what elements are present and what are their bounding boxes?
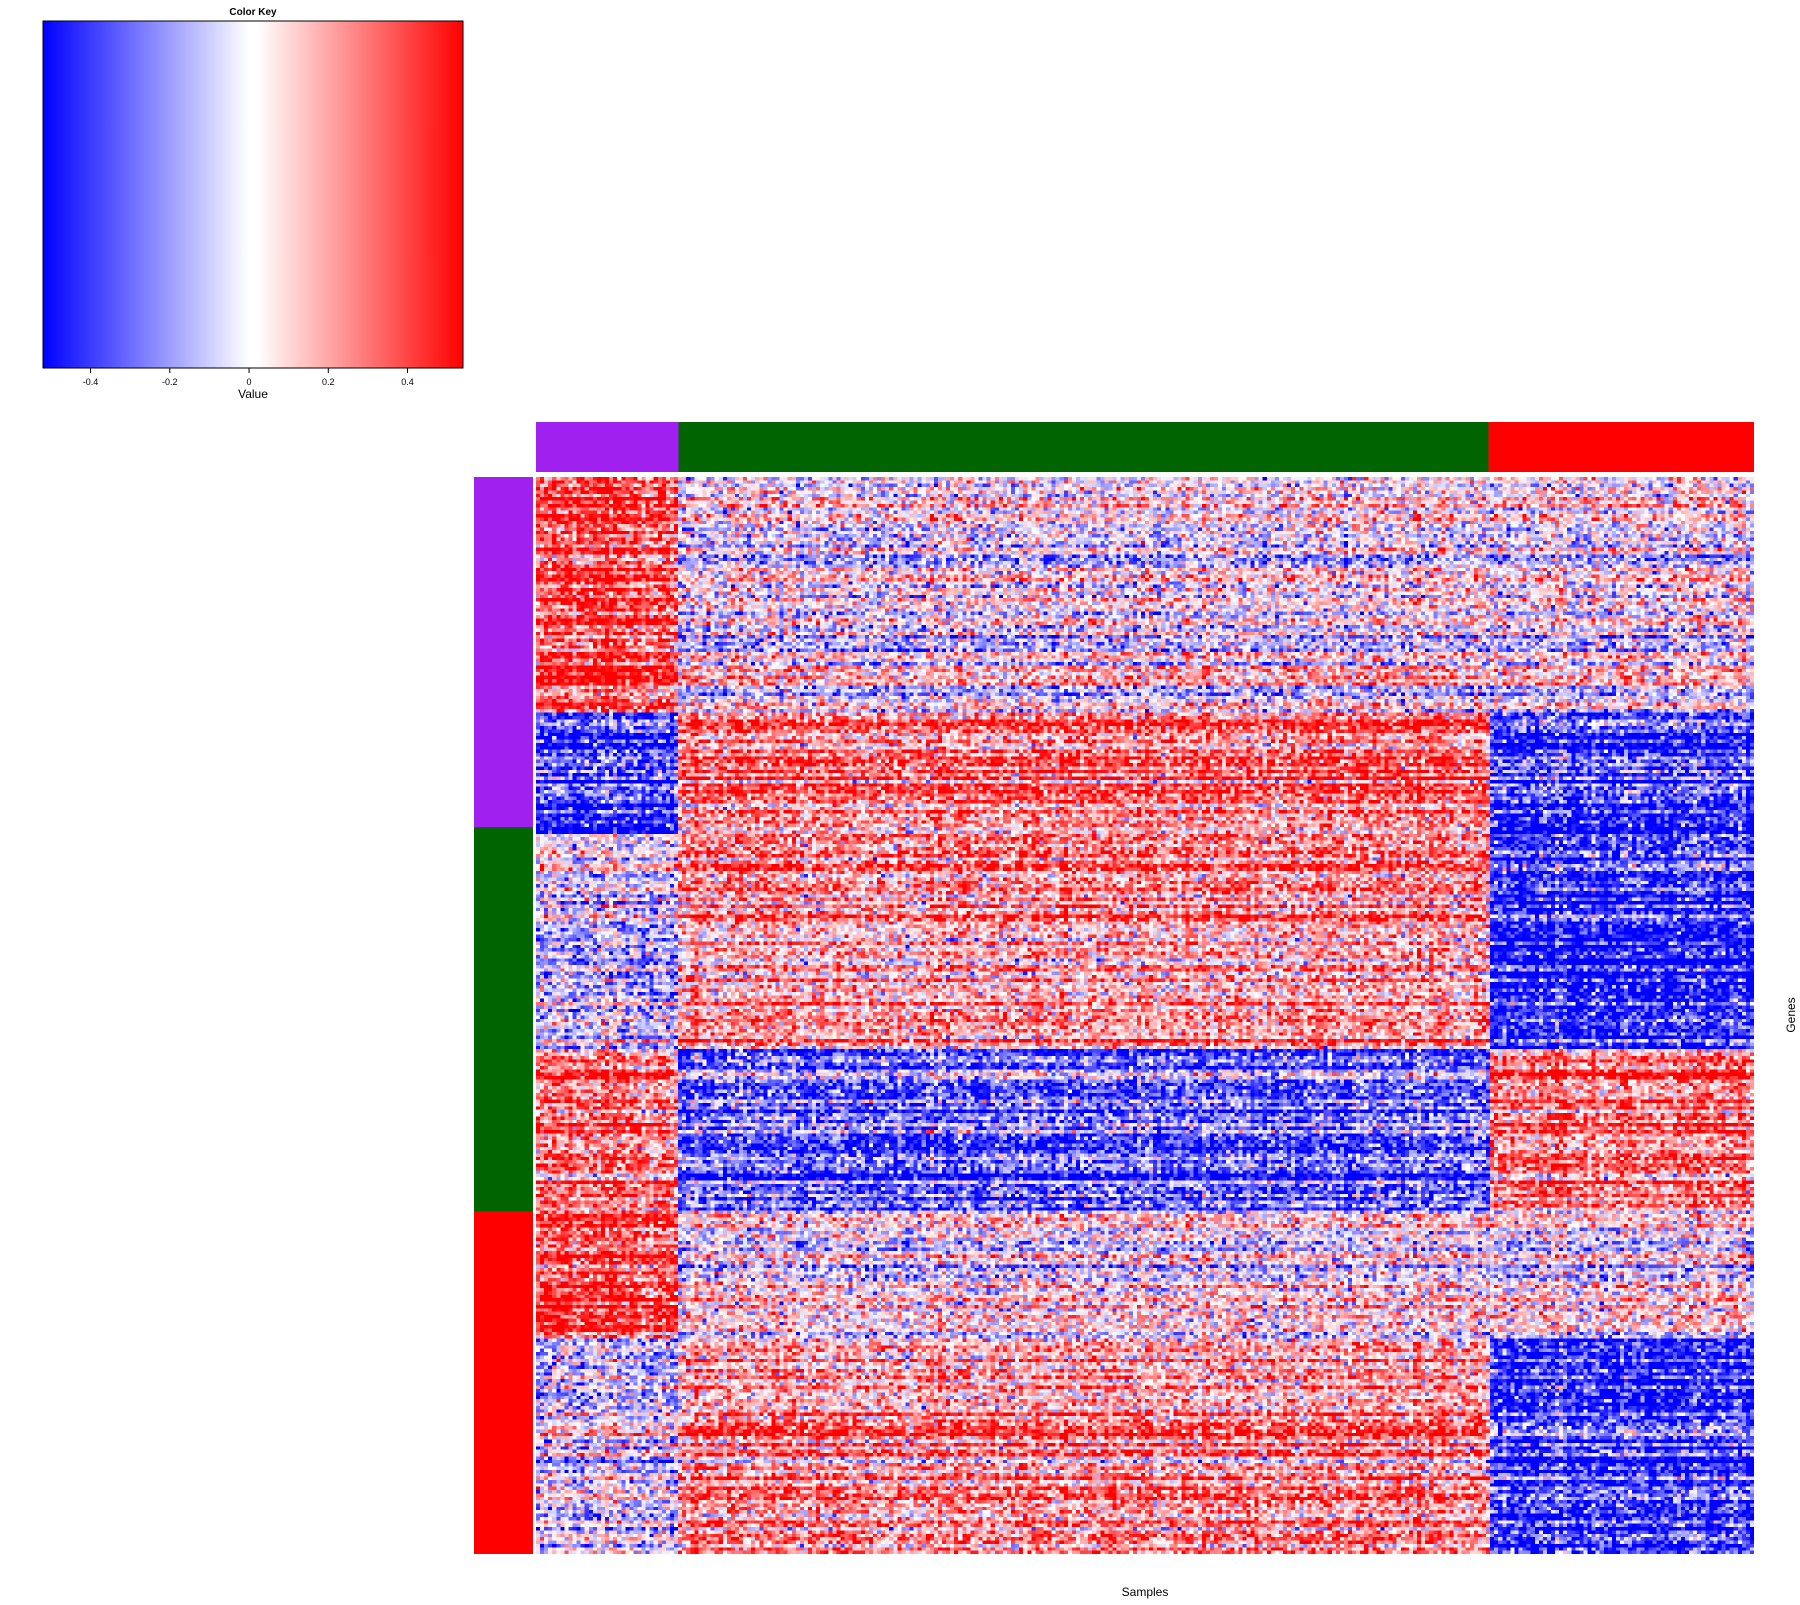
sample-group-bar <box>536 422 1754 472</box>
gene-group-bar <box>474 477 533 1554</box>
sample-group-segment <box>536 422 679 472</box>
color-key: Color Key -0.4 -0.2 0 0.2 0.4 Value <box>42 7 464 401</box>
heatmap-matrix <box>536 477 1754 1554</box>
sample-group-segment <box>678 422 1489 472</box>
gene-group-segment <box>474 477 533 828</box>
heatmap-body <box>536 477 1754 1554</box>
color-key-tick-label: 0.2 <box>322 377 335 387</box>
color-key-value-label: Value <box>238 387 268 401</box>
color-key-title: Color Key <box>229 7 277 18</box>
color-key-tick-label: 0 <box>247 377 252 387</box>
sample-group-segment <box>1488 422 1754 472</box>
color-key-tick-label: -0.4 <box>83 377 99 387</box>
gene-group-segment <box>474 827 533 1212</box>
color-key-tick-label: -0.2 <box>162 377 178 387</box>
y-axis-label: Genes <box>1784 997 1798 1032</box>
color-key-axis: -0.4 -0.2 0 0.2 0.4 <box>83 368 414 387</box>
color-key-gradient <box>42 20 464 369</box>
color-key-tick-label: 0.4 <box>401 377 414 387</box>
x-axis-label: Samples <box>1122 1585 1169 1599</box>
gene-group-segment <box>474 1211 533 1554</box>
